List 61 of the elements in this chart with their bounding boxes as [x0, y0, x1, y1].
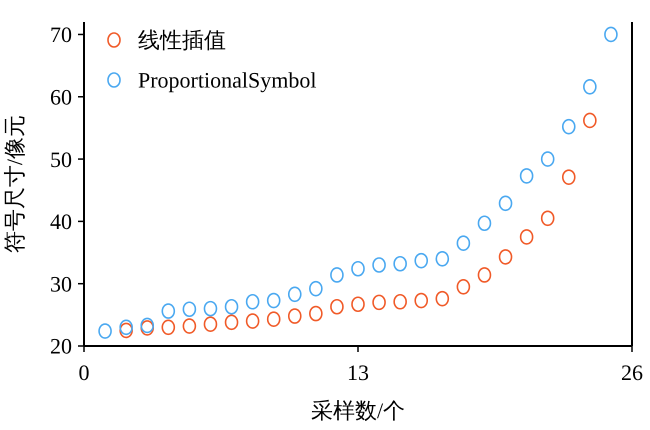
y-tick-label: 50 [50, 146, 72, 172]
point [266, 292, 280, 308]
point [478, 215, 492, 232]
point [246, 313, 260, 329]
point [520, 229, 534, 245]
point [351, 260, 365, 277]
y-tick-label: 30 [50, 271, 72, 296]
point [330, 267, 344, 283]
y-tick-label: 20 [50, 334, 72, 359]
point [224, 298, 238, 315]
point [540, 210, 554, 226]
y-tick-label: 40 [50, 209, 72, 234]
x-axis-title: 采样数/个 [310, 398, 406, 423]
point [372, 294, 386, 310]
x-tick-label: 26 [621, 360, 643, 385]
point [182, 318, 196, 334]
x-tick-label: 0 [78, 360, 90, 385]
point [140, 320, 154, 336]
point [520, 168, 534, 184]
point [583, 112, 597, 128]
point [224, 314, 238, 330]
point [162, 320, 176, 336]
point [393, 294, 407, 310]
x-tick-label: 13 [347, 360, 369, 385]
point [498, 249, 512, 265]
point [309, 306, 323, 322]
point [204, 300, 218, 316]
point [182, 301, 196, 318]
point [119, 320, 133, 336]
point [436, 290, 450, 306]
point [498, 196, 512, 212]
y-tick-label: 70 [50, 22, 72, 48]
y-tick-label: 60 [50, 84, 72, 110]
point [119, 322, 133, 338]
point [540, 151, 554, 167]
point [478, 267, 492, 283]
point [266, 311, 280, 328]
point [456, 235, 470, 251]
point [330, 298, 344, 315]
point [604, 26, 618, 42]
point [140, 318, 154, 334]
point [309, 280, 323, 296]
legend-label: 线性插值 [138, 28, 226, 53]
point [204, 316, 218, 332]
point [351, 296, 365, 312]
y-axis-title: 符号尺寸/像元 [2, 114, 27, 254]
point [436, 250, 450, 267]
point [246, 294, 260, 310]
point [288, 286, 302, 302]
point [393, 256, 407, 272]
point [414, 252, 428, 268]
point [562, 118, 576, 134]
point [562, 169, 576, 185]
point [162, 303, 176, 319]
point [456, 279, 470, 295]
point [288, 308, 302, 324]
point [372, 257, 386, 273]
point [583, 79, 597, 95]
point [414, 292, 428, 308]
point [98, 323, 112, 339]
legend-label: ProportionalSymbol [138, 68, 316, 93]
